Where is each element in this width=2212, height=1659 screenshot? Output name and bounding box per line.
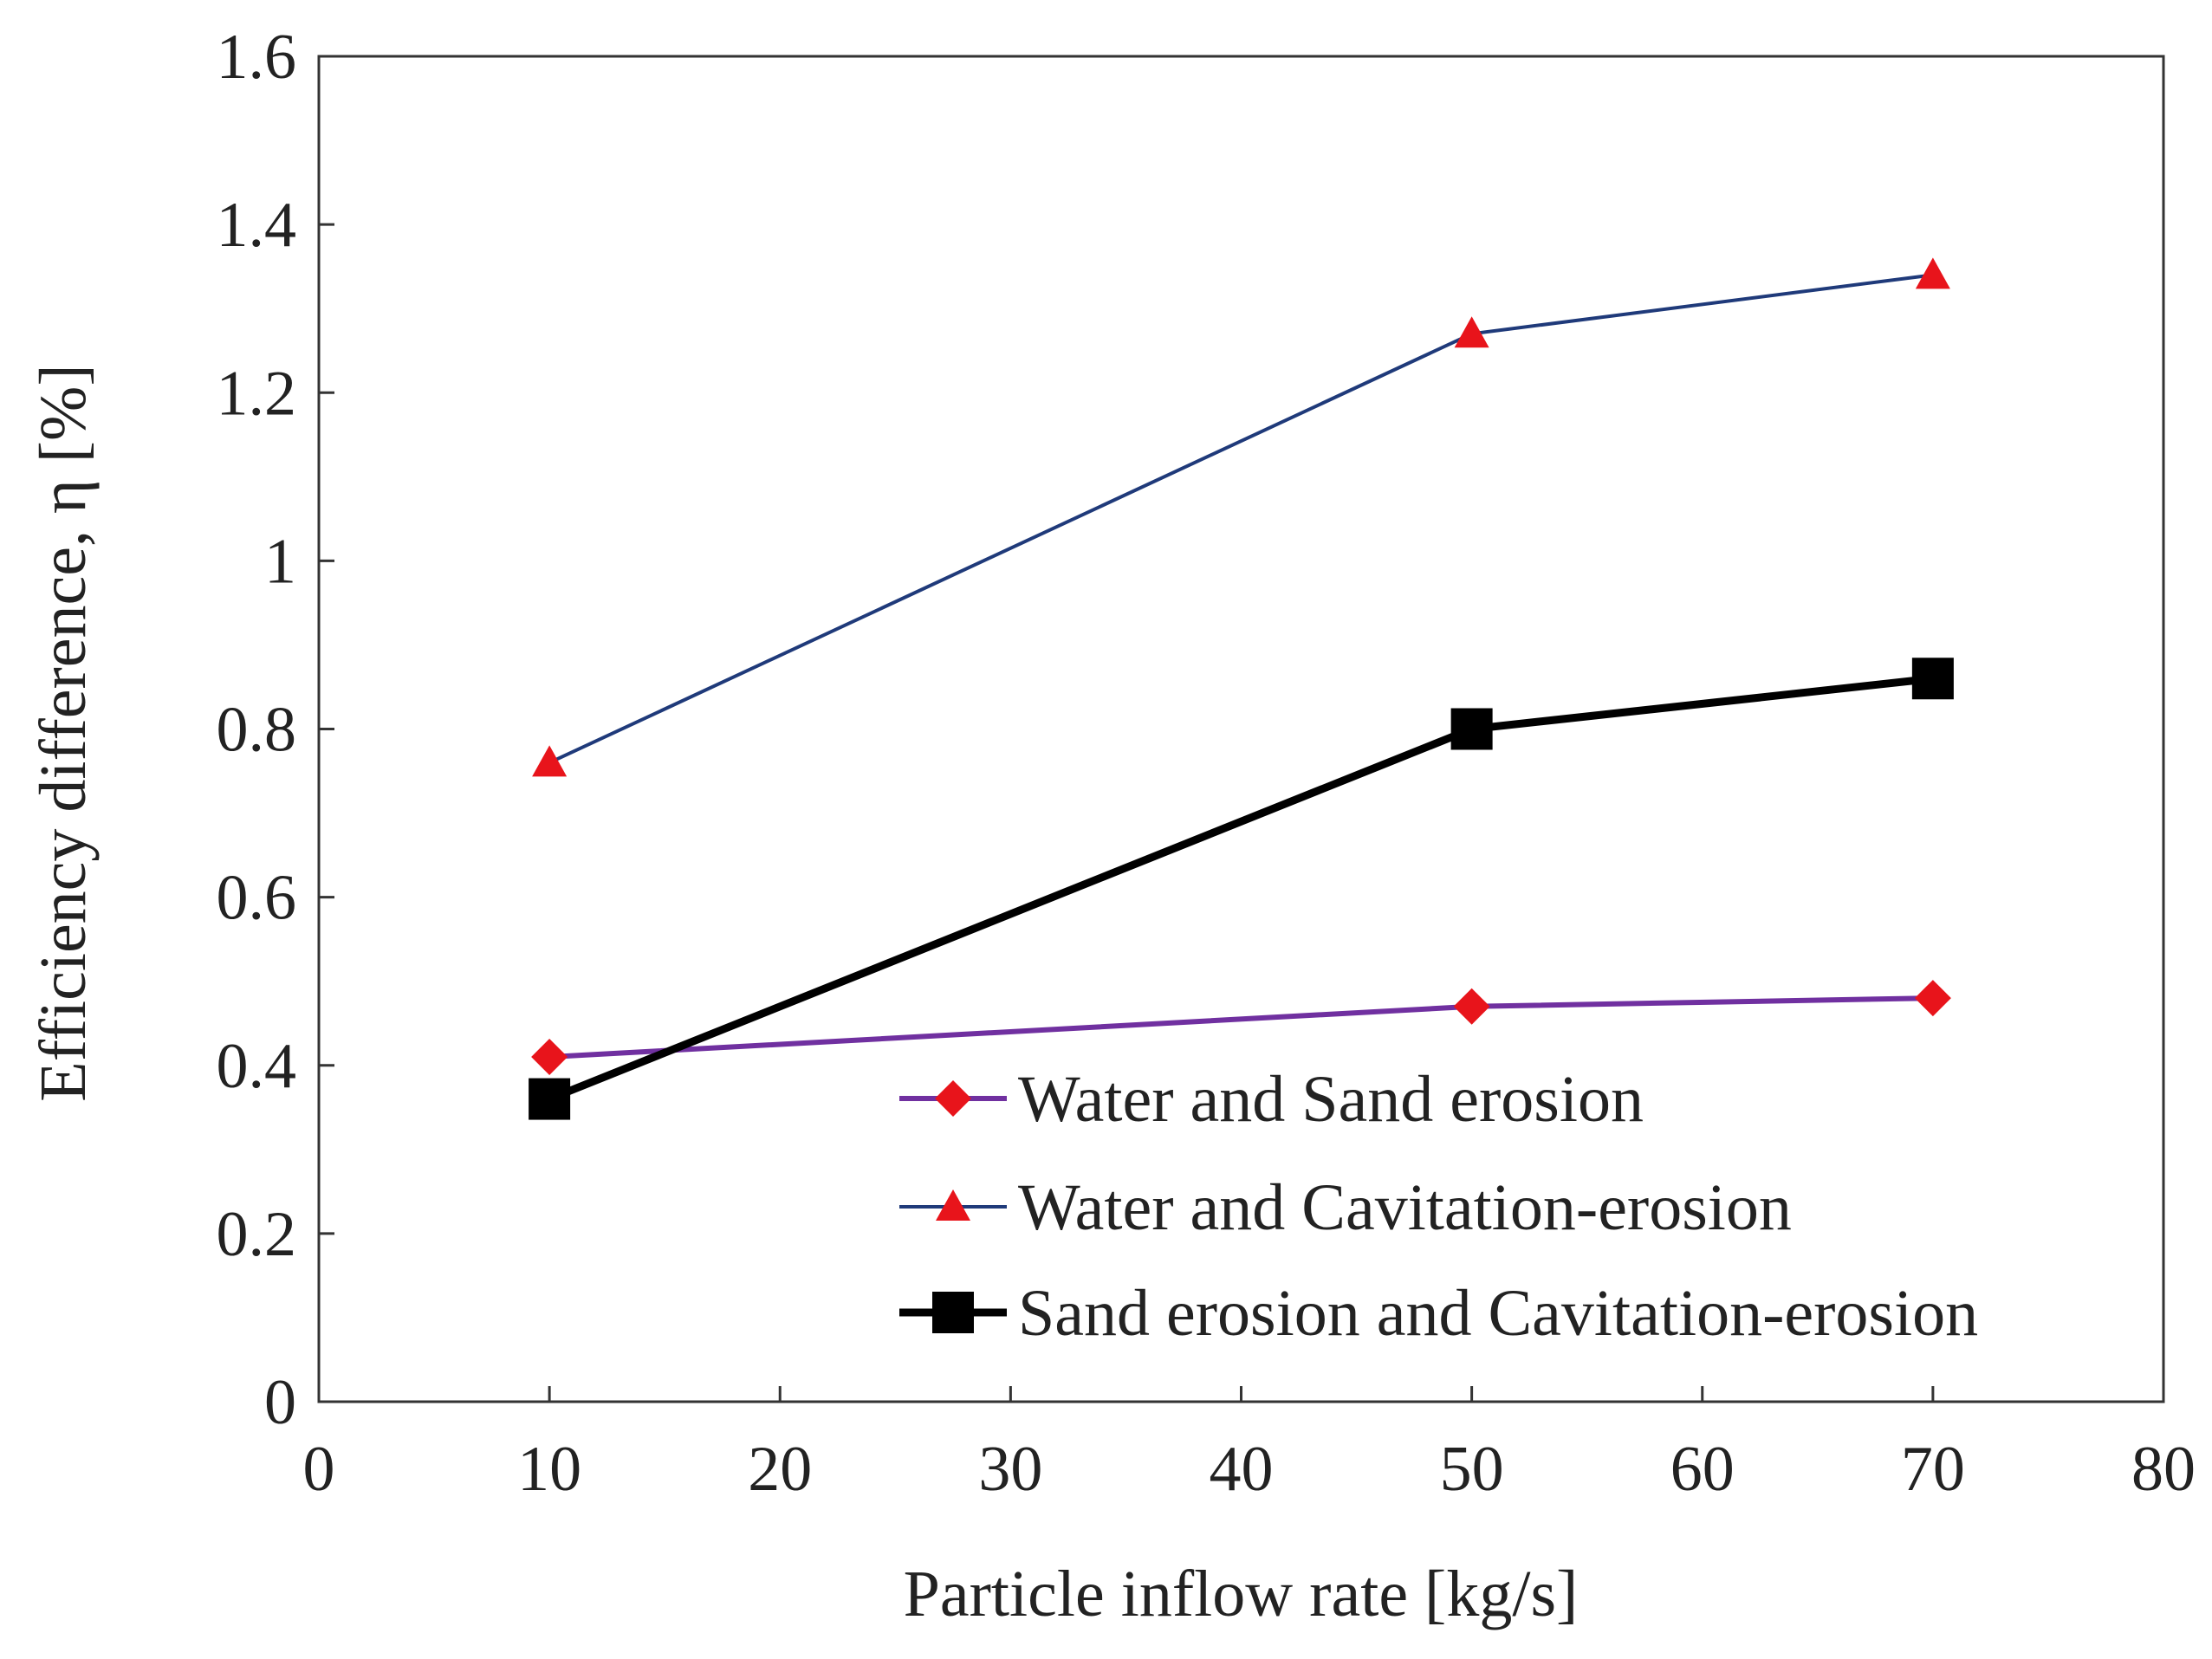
data-point bbox=[1914, 980, 1951, 1017]
x-axis-ticks: 0 10 20 30 40 50 60 70 80 bbox=[303, 1386, 2196, 1505]
legend-item: Water and Sand erosion bbox=[899, 1063, 1644, 1136]
data-point bbox=[1454, 316, 1489, 348]
x-tick-label: 40 bbox=[1210, 1434, 1274, 1505]
x-tick-label: 0 bbox=[303, 1434, 335, 1505]
series-line bbox=[548, 995, 1933, 1060]
legend-label: Water and Cavitation-erosion bbox=[1018, 1171, 1792, 1244]
y-tick-label: 0.2 bbox=[217, 1199, 297, 1270]
legend: Water and Sand erosion Water and Cavitati… bbox=[899, 1063, 1978, 1350]
series-triangle bbox=[532, 257, 1950, 777]
y-tick-label: 0.4 bbox=[217, 1031, 297, 1102]
data-point bbox=[1453, 988, 1490, 1025]
y-axis-title: Efficiency difference, η [%] bbox=[27, 364, 100, 1101]
data-point bbox=[1911, 658, 1954, 700]
legend-marker bbox=[936, 1189, 970, 1221]
series-square bbox=[529, 658, 1954, 1120]
x-tick-label: 20 bbox=[748, 1434, 812, 1505]
x-tick-label: 50 bbox=[1440, 1434, 1504, 1505]
y-axis-ticks: 0 0.2 0.4 0.6 0.8 1 1.2 1.4 1.6 bbox=[217, 22, 334, 1438]
series-line bbox=[548, 674, 1934, 1103]
y-tick-label: 1.6 bbox=[217, 22, 297, 93]
data-point bbox=[532, 745, 568, 777]
x-tick-label: 70 bbox=[1901, 1434, 1965, 1505]
series-line bbox=[548, 273, 1934, 765]
legend-label: Sand erosion and Cavitation-erosion bbox=[1018, 1277, 1978, 1350]
x-tick-label: 30 bbox=[978, 1434, 1042, 1505]
series-layer bbox=[529, 257, 1954, 1120]
legend-item: Water and Cavitation-erosion bbox=[899, 1171, 1792, 1244]
data-point bbox=[529, 1078, 571, 1120]
x-tick-label: 80 bbox=[2131, 1434, 2196, 1505]
data-point bbox=[1915, 257, 1950, 289]
y-tick-label: 0.8 bbox=[217, 695, 297, 766]
y-tick-label: 1.4 bbox=[217, 190, 297, 261]
data-point bbox=[531, 1039, 568, 1076]
x-tick-label: 10 bbox=[517, 1434, 581, 1505]
series-diamond bbox=[531, 980, 1951, 1076]
legend-marker bbox=[935, 1080, 971, 1117]
y-tick-label: 0.6 bbox=[217, 863, 297, 934]
y-tick-label: 1 bbox=[264, 526, 296, 597]
legend-marker bbox=[932, 1292, 974, 1333]
legend-label: Water and Sand erosion bbox=[1018, 1063, 1644, 1136]
legend-item: Sand erosion and Cavitation-erosion bbox=[899, 1277, 1978, 1350]
x-axis-title: Particle inflow rate [kg/s] bbox=[904, 1558, 1579, 1630]
x-tick-label: 60 bbox=[1670, 1434, 1735, 1505]
data-point bbox=[1450, 708, 1493, 750]
y-tick-label: 0 bbox=[264, 1367, 296, 1438]
y-tick-label: 1.2 bbox=[217, 358, 297, 429]
